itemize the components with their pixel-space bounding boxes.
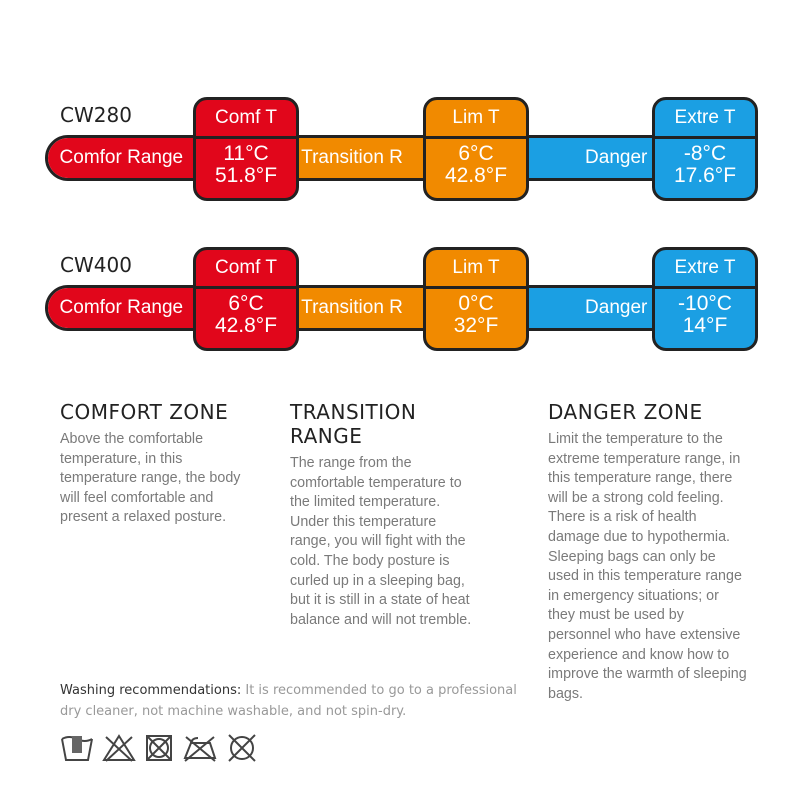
temperature-range-bar: Comfor Range Transition R Danger R [45, 135, 755, 181]
danger-zone-section: DANGER ZONE Limit the temperature to the… [548, 400, 748, 704]
fahrenheit-value: 32°F [453, 314, 499, 337]
point-label: Lim T [426, 250, 526, 289]
washing-text: It is recommended to go to a professiona… [60, 683, 517, 719]
no-iron-icon [183, 736, 217, 762]
zone-title: COMFORT ZONE [60, 400, 229, 424]
zone-text: Limit the temperature to the extreme tem… [548, 431, 747, 702]
fahrenheit-value: 42.8°F [444, 164, 508, 187]
point-label: Extre T [655, 100, 755, 139]
no-bleach-icon [102, 734, 136, 762]
range-label: Comfor Range [59, 147, 184, 168]
temperature-point-extreme: Extre T -10°C 14°F [652, 247, 758, 351]
fahrenheit-value: 42.8°F [214, 314, 278, 337]
no-dry-clean-icon [228, 734, 256, 762]
hand-wash-icon [61, 736, 93, 761]
model-name: CW280 [60, 103, 132, 127]
washing-recommendations: Washing recommendations: It is recommend… [60, 680, 520, 722]
celsius-value: -8°C [683, 142, 727, 165]
fahrenheit-value: 17.6°F [673, 164, 737, 187]
temperature-point-comfort: Comf T 11°C 51.8°F [193, 97, 299, 201]
range-segment-comfort: Comfor Range [48, 138, 205, 178]
range-label: Danger R [585, 147, 667, 168]
model-name: CW400 [60, 253, 132, 277]
point-label: Extre T [655, 250, 755, 289]
fahrenheit-value: 14°F [682, 314, 728, 337]
zone-text: The range from the comfortable temperatu… [290, 455, 472, 628]
washing-label: Washing recommendations: [60, 683, 242, 698]
point-label: Comf T [196, 100, 296, 139]
celsius-value: 6°C [228, 292, 264, 315]
transition-range-section: TRANSITION RANGE The range from the comf… [290, 400, 480, 630]
celsius-value: 6°C [458, 142, 494, 165]
temperature-point-limit: Lim T 0°C 32°F [423, 247, 529, 351]
celsius-value: 0°C [458, 292, 494, 315]
zone-title: DANGER ZONE [548, 400, 703, 424]
point-label: Lim T [426, 100, 526, 139]
range-label: Danger R [585, 297, 667, 318]
no-tumble-dry-icon [146, 735, 172, 761]
celsius-value: -10°C [678, 292, 732, 315]
range-label: Transition R [301, 147, 403, 168]
range-segment-comfort: Comfor Range [48, 288, 205, 328]
fahrenheit-value: 51.8°F [214, 164, 278, 187]
celsius-value: 11°C [223, 142, 269, 165]
temperature-point-limit: Lim T 6°C 42.8°F [423, 97, 529, 201]
range-label: Comfor Range [59, 297, 184, 318]
temperature-range-bar: Comfor Range Transition R Danger R [45, 285, 755, 331]
comfort-zone-section: COMFORT ZONE Above the comfortable tempe… [60, 400, 260, 528]
temperature-point-extreme: Extre T -8°C 17.6°F [652, 97, 758, 201]
temperature-point-comfort: Comf T 6°C 42.8°F [193, 247, 299, 351]
range-label: Transition R [301, 297, 403, 318]
point-label: Comf T [196, 250, 296, 289]
zone-text: Above the comfortable temperature, in th… [60, 431, 241, 526]
zone-title: TRANSITION RANGE [290, 400, 417, 448]
care-icons [60, 733, 258, 763]
